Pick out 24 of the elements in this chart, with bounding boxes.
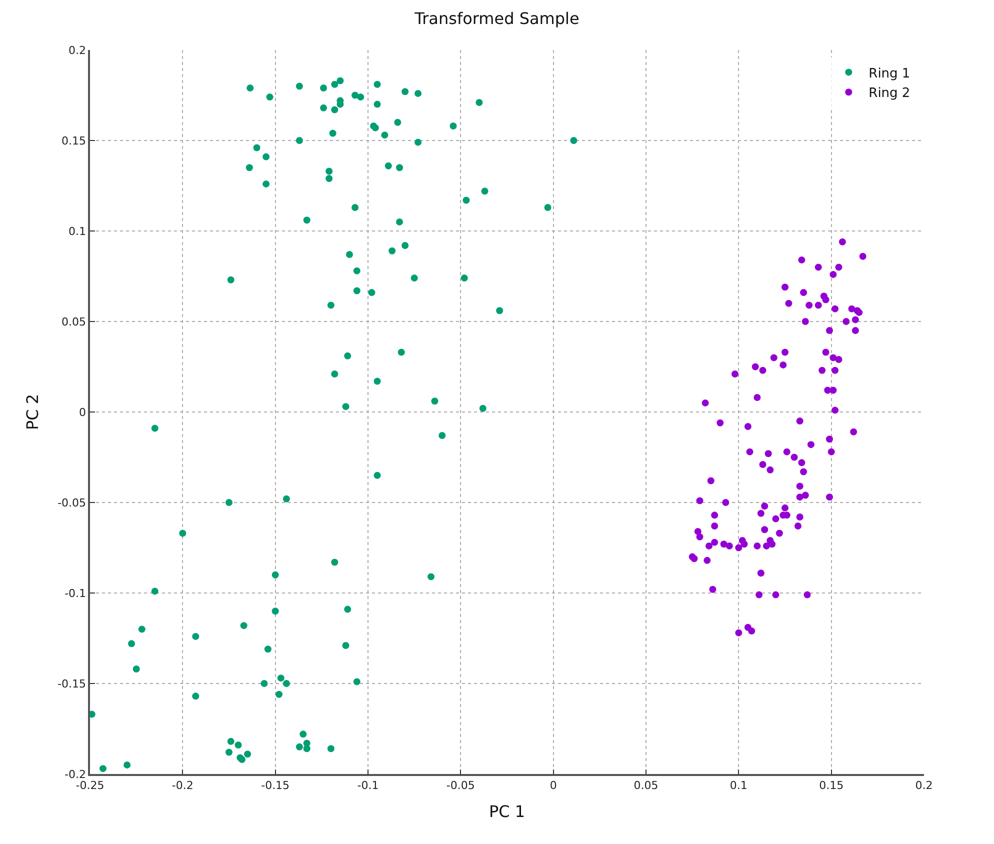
x-tick-label: 0.15 xyxy=(819,778,844,792)
legend-label: Ring 1 xyxy=(868,66,910,82)
x-tick-label: -0.15 xyxy=(261,778,290,792)
x-tick-label: -0.1 xyxy=(357,778,379,792)
x-tick-label: -0.25 xyxy=(76,778,104,792)
y-tick-label: 0.15 xyxy=(62,134,86,148)
x-tick-label: 0.2 xyxy=(915,778,933,792)
y-axis-title: PC 2 xyxy=(22,394,42,430)
y-tick-label: -0.2 xyxy=(64,768,86,781)
x-axis-title: PC 1 xyxy=(488,802,526,822)
legend-label: Ring 2 xyxy=(868,86,910,102)
x-tick-label: 0.1 xyxy=(730,778,748,792)
y-tick-label: 0 xyxy=(79,406,86,419)
y-tick-label: -0.1 xyxy=(64,586,86,600)
x-tick-label: 0.05 xyxy=(634,778,658,792)
y-tick-label: 0.1 xyxy=(68,224,86,238)
x-tick-label: 0 xyxy=(550,778,557,792)
chart-title: Transformed Sample xyxy=(414,8,580,28)
y-tick-label: -0.05 xyxy=(58,496,86,510)
y-tick-label: -0.15 xyxy=(58,677,86,690)
y-tick-label: 0.2 xyxy=(68,44,86,57)
x-tick-label: -0.2 xyxy=(172,778,194,792)
x-tick-label: -0.05 xyxy=(446,778,475,792)
y-tick-label: 0.05 xyxy=(62,315,86,328)
